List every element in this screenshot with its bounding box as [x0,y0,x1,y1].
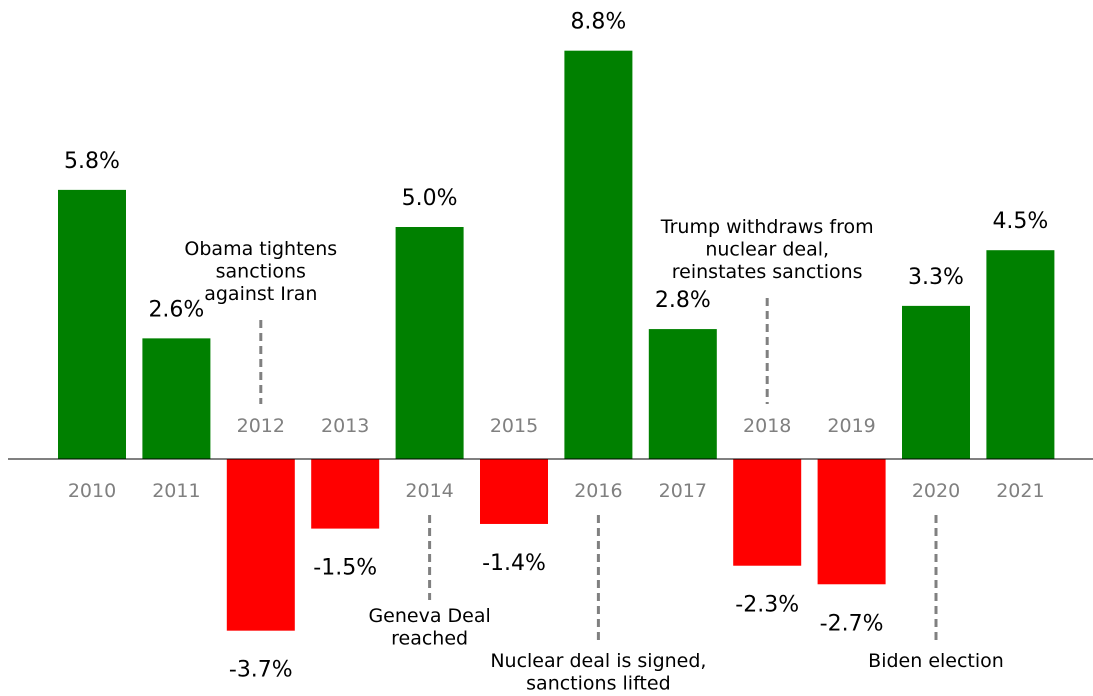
value-label-2021: 4.5% [992,209,1048,234]
value-label-2013: -1.5% [313,556,377,581]
value-label-2017: 2.8% [655,288,711,313]
year-label-2012: 2012 [237,415,285,437]
year-label-2014: 2014 [405,480,453,502]
year-label-2021: 2021 [996,480,1044,502]
bar-2013 [311,459,380,529]
bar-2015 [480,459,548,524]
value-label-2019: -2.7% [820,611,884,636]
annotation-text-2018-2: reinstates sanctions [672,261,863,283]
year-label-2019: 2019 [827,415,875,437]
annotation-text-2012-1: sanctions [216,261,306,283]
bar-2014 [395,227,464,459]
value-label-2015: -1.4% [482,551,546,576]
annotation-text-2014-0: Geneva Deal [368,605,490,627]
bar-2010 [58,189,126,459]
value-label-2012: -3.7% [229,658,293,683]
labels-layer: 5.8% 2010 2.6% 2011 -3.7% 2012 -1.5% 2013 5.0% 20… [64,10,1048,683]
annotation-text-2012-0: Obama tightens [184,238,337,260]
bar-2020 [902,305,970,459]
annotation-text-2018-0: Trump withdraws from [660,216,874,238]
bar-2021 [986,250,1055,459]
bar-2011 [142,338,211,459]
value-label-2020: 3.3% [908,265,964,290]
annotation-2016: Nuclear deal is signed,sanctions lifted [490,515,706,695]
value-label-2011: 2.6% [148,297,204,322]
bar-2019 [817,459,886,585]
bars-layer [58,50,1055,631]
annotation-text-2020-0: Biden election [868,650,1004,672]
year-label-2016: 2016 [574,480,622,502]
year-label-2017: 2017 [659,480,707,502]
annotation-text-2018-1: nuclear deal, [705,239,829,261]
bar-2016 [564,50,633,460]
year-label-2010: 2010 [68,480,116,502]
annotation-2020: Biden election [868,515,1004,672]
value-label-2016: 8.8% [570,10,626,35]
annotation-text-2016-0: Nuclear deal is signed, [490,650,706,672]
bar-2017 [648,329,717,459]
value-label-2018: -2.3% [735,593,799,618]
bar-2012 [226,459,295,631]
year-label-2015: 2015 [490,415,538,437]
year-label-2020: 2020 [912,480,960,502]
annotation-text-2016-1: sanctions lifted [526,673,670,695]
year-label-2011: 2011 [152,480,200,502]
value-label-2014: 5.0% [402,186,458,211]
year-label-2018: 2018 [743,415,791,437]
bar-2018 [733,459,802,566]
annotation-text-2012-2: against Iran [204,283,317,305]
year-label-2013: 2013 [321,415,369,437]
value-label-2010: 5.8% [64,149,120,174]
annotation-text-2014-1: reached [391,628,468,650]
